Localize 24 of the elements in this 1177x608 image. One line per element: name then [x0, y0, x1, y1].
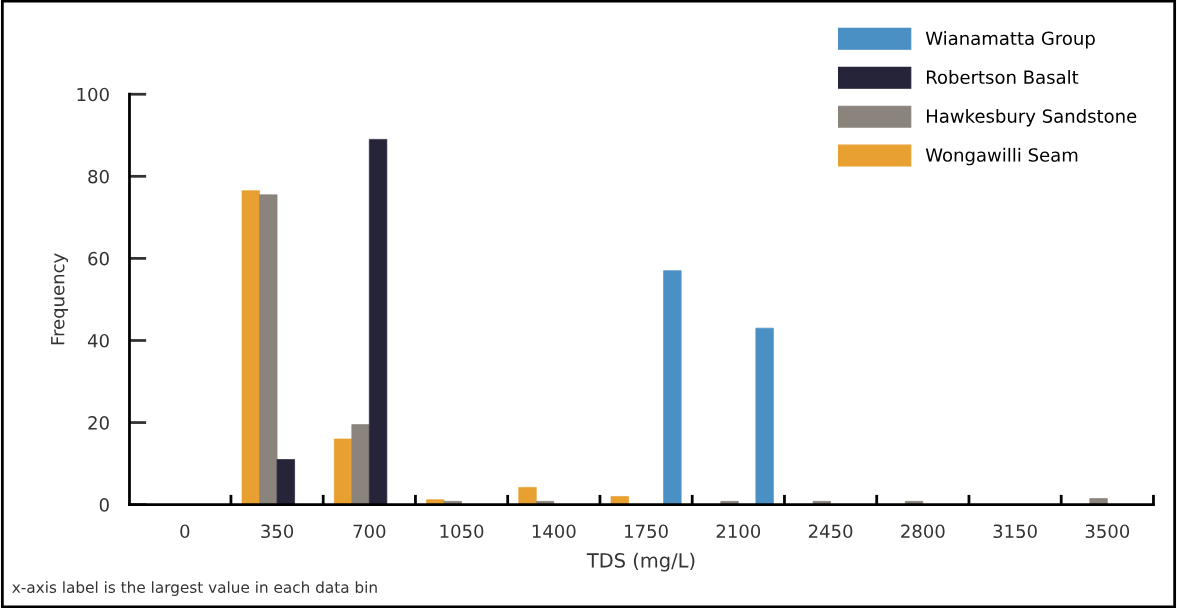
x-tick-label: 2450 [808, 524, 853, 539]
x-tick-label: 3500 [1085, 524, 1130, 539]
x-tick-label: 1750 [625, 524, 668, 539]
x-tick-label: 1400 [532, 524, 576, 539]
x-tick-label: 350 [261, 524, 294, 539]
legend-label: Wianamatta Group [925, 31, 1095, 49]
x-tick-label: 0 [180, 524, 190, 539]
legend-label: Hawkesbury Sandstone [926, 108, 1137, 127]
y-tick-label: 80 [88, 169, 109, 184]
y-tick-label: 0 [99, 498, 109, 512]
x-axis-title: TDS (mg/L) [586, 552, 695, 572]
x-tick-label: 700 [353, 524, 386, 539]
x-tick-label: 3150 [993, 524, 1037, 539]
y-tick-label: 100 [77, 87, 109, 102]
y-tick-label: 40 [87, 333, 109, 348]
text: x-axis label is the largest value in each data bin [12, 581, 377, 596]
legend-label: Wongawilli Seam [925, 147, 1078, 166]
x-tick-label: 2800 [901, 524, 945, 539]
y-axis-title: Frequency [51, 253, 69, 345]
x-tick-label: 2100 [716, 524, 761, 539]
y-tick-label: 60 [88, 251, 109, 266]
x-tick-label: 1050 [440, 524, 484, 539]
y-tick-label: 20 [88, 416, 109, 430]
legend-label: Robertson Basalt [926, 70, 1079, 85]
